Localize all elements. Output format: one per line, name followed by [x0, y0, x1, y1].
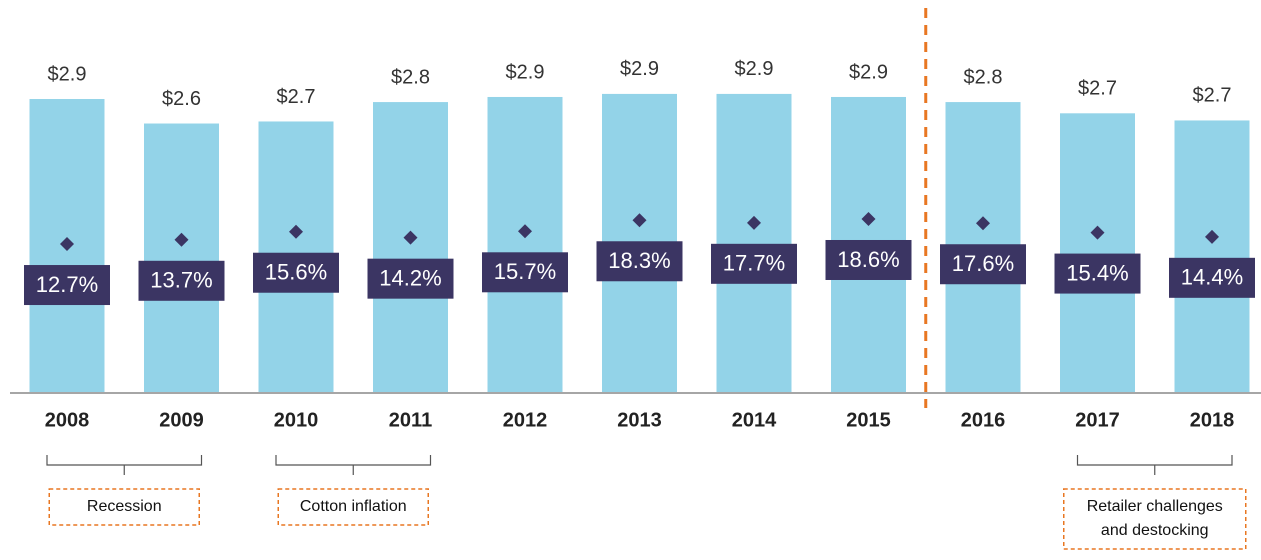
margin-label: 14.4% [1181, 265, 1243, 290]
margin-label-box [1054, 253, 1141, 294]
margin-marker [403, 230, 418, 245]
bar-value-label: $2.9 [506, 61, 545, 83]
margin-label-box [253, 252, 339, 293]
bar-value-label: $2.7 [1193, 85, 1232, 107]
x-tick-label: 2011 [389, 409, 432, 431]
margin-label-box [940, 244, 1026, 285]
margin-marker [747, 215, 761, 230]
bar-value-label: $2.8 [964, 66, 1003, 88]
margin-label-box [596, 241, 683, 282]
margin-label-box [711, 243, 797, 284]
margin-label: 18.6% [837, 247, 899, 272]
x-tick-label: 2015 [846, 409, 891, 431]
margin-marker [1205, 229, 1219, 244]
margin-label: 17.7% [723, 251, 785, 276]
bar [1174, 120, 1250, 393]
margin-marker [861, 211, 876, 226]
x-tick-label: 2016 [961, 409, 1006, 431]
annotation-text: Retailer challenges [1087, 498, 1223, 515]
x-tick-label: 2018 [1190, 409, 1235, 431]
x-tick-label: 2008 [45, 409, 90, 431]
bar-value-label: $2.9 [735, 58, 774, 80]
bar-value-label: $2.7 [277, 86, 316, 108]
margin-marker [632, 213, 647, 228]
bar [373, 102, 448, 394]
margin-label-box [367, 258, 454, 299]
margin-marker [518, 224, 532, 239]
bar [1060, 113, 1135, 394]
annotation-box [277, 488, 429, 526]
margin-label-box [825, 239, 912, 280]
annotation-box [1063, 488, 1247, 550]
margin-marker [1090, 225, 1105, 240]
annotation-box [48, 488, 200, 526]
margin-label-box [1169, 257, 1255, 298]
margin-marker [976, 216, 990, 231]
bar-value-label: $2.9 [48, 63, 87, 85]
margin-label: 12.7% [36, 272, 98, 297]
x-tick-label: 2013 [617, 409, 662, 431]
x-tick-label: 2010 [274, 409, 319, 431]
margin-label: 15.6% [265, 260, 327, 285]
bar-value-label: $2.7 [1078, 78, 1117, 100]
margin-label: 13.7% [150, 268, 212, 293]
brace [1076, 455, 1233, 475]
margin-label: 15.7% [494, 259, 556, 284]
x-tick-label: 2014 [732, 409, 777, 431]
margin-label: 15.4% [1066, 260, 1128, 285]
brace [275, 455, 432, 475]
margin-label: 18.3% [608, 248, 670, 273]
x-tick-label: 2017 [1075, 409, 1120, 431]
annotation-text: Cotton inflation [300, 498, 407, 515]
bar-value-label: $2.9 [620, 58, 659, 80]
brace [46, 455, 203, 475]
bar [144, 123, 219, 393]
annotation-text: Recession [87, 498, 162, 515]
annotation-text: and destocking [1101, 522, 1209, 539]
margin-marker [289, 224, 303, 239]
margin-label: 17.6% [952, 251, 1014, 276]
bar-value-label: $2.8 [391, 66, 430, 88]
bar [716, 93, 792, 394]
bar-value-label: $2.6 [162, 88, 201, 110]
margin-label-box [482, 252, 568, 293]
margin-label: 14.2% [379, 265, 441, 290]
margin-label-box [138, 260, 225, 301]
margin-marker [60, 237, 74, 252]
x-tick-label: 2009 [159, 409, 204, 431]
margin-label-box [24, 265, 110, 306]
x-tick-label: 2012 [503, 409, 548, 431]
bar [487, 96, 563, 393]
bar-value-label: $2.9 [849, 61, 888, 83]
margin-marker [174, 232, 189, 247]
